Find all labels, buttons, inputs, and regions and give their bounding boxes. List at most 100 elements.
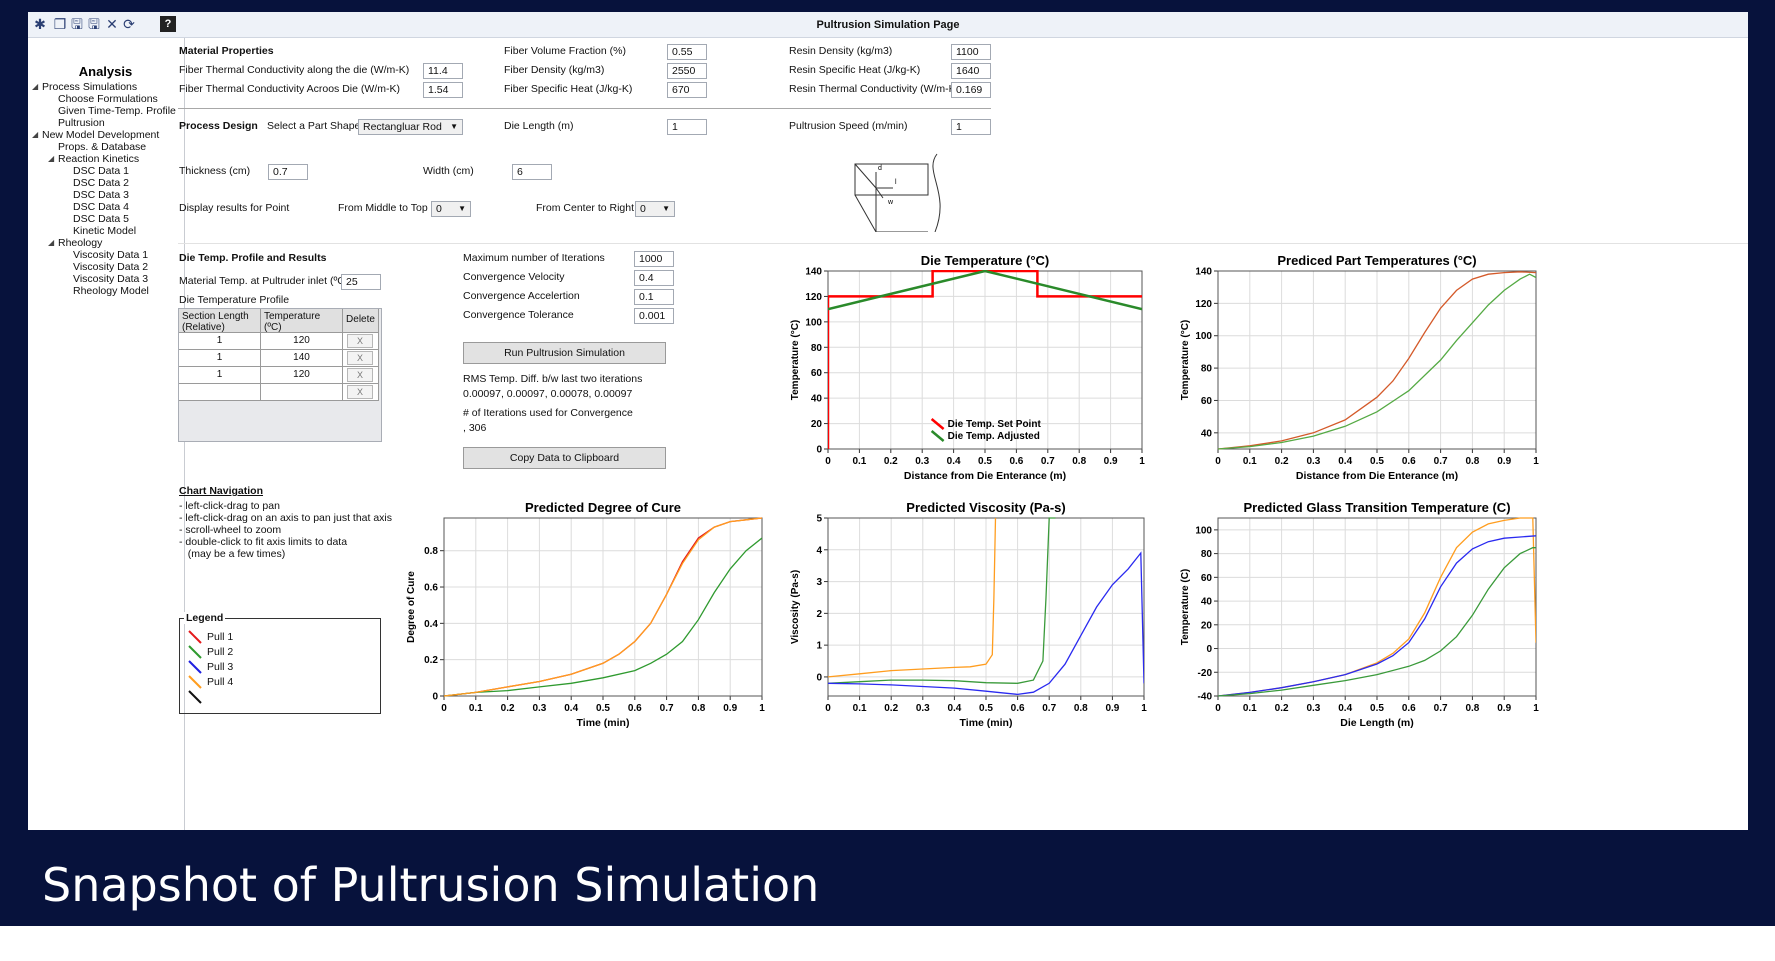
chevron-down-icon: ▼ — [662, 204, 670, 213]
refresh-icon[interactable]: ⟳ — [123, 16, 135, 32]
sidebar-item[interactable]: New Model Development — [42, 129, 160, 141]
table-cell[interactable] — [261, 384, 343, 401]
fiber-volume-input[interactable] — [667, 44, 707, 60]
sidebar-item[interactable]: DSC Data 1 — [73, 165, 130, 177]
x-tick-label: 0.7 — [1434, 456, 1448, 467]
x-tick-label: 1 — [1139, 456, 1145, 467]
save-icon[interactable]: 🖫 — [71, 16, 83, 32]
x-tick-label: 0.3 — [915, 456, 929, 467]
sidebar-item[interactable]: Process Simulations — [42, 81, 138, 93]
iterations-label: # of Iterations used for Convergence — [463, 407, 633, 419]
fiber-cp-input[interactable] — [667, 82, 707, 98]
y-tick-label: 100 — [805, 317, 822, 328]
new-icon[interactable]: ✱ — [34, 16, 46, 32]
inlet-label: Material Temp. at Pultruder inlet (ºC) — [179, 275, 349, 287]
resin-k-input[interactable] — [951, 82, 991, 98]
sidebar-item[interactable]: Reaction Kinetics — [58, 153, 140, 165]
delete-row-button[interactable]: X — [347, 368, 373, 382]
sidebar-item[interactable]: Viscosity Data 3 — [73, 273, 149, 285]
sidebar-item[interactable]: Viscosity Data 1 — [73, 249, 149, 261]
sidebar-item[interactable]: Pultrusion — [58, 117, 105, 129]
help-icon[interactable]: ? — [160, 16, 176, 32]
legend-swatch-icon — [930, 430, 945, 442]
conv-velocity-input[interactable] — [634, 270, 674, 286]
sidebar-item[interactable]: DSC Data 2 — [73, 177, 130, 189]
x-tick-label: 0.8 — [1074, 703, 1088, 714]
y-tick-label: -20 — [1198, 668, 1213, 679]
x-tick-label: 0.2 — [884, 703, 898, 714]
sidebar-item[interactable]: Kinetic Model — [73, 225, 137, 237]
resin-density-input[interactable] — [951, 44, 991, 60]
x-tick-label: 0.9 — [1497, 456, 1511, 467]
x-tick-label: 0.4 — [564, 703, 578, 714]
x-tick-label: 1 — [1141, 703, 1147, 714]
legend-label: Pull 3 — [207, 661, 234, 673]
table-cell[interactable]: 1 — [179, 367, 261, 384]
x-tick-label: 0.9 — [1104, 456, 1118, 467]
delete-row-button[interactable]: X — [347, 385, 373, 399]
part-temp-chart[interactable]: Prediced Part Temperatures (°C) 0 0.1 0.2 0.… — [1176, 253, 1546, 483]
tg-chart[interactable]: Predicted Glass Transition Temperature (… — [1176, 500, 1546, 730]
fiber-k-along-input[interactable] — [423, 63, 463, 79]
max-iter-input[interactable] — [634, 251, 674, 267]
expand-arrow-icon[interactable]: ◢ — [32, 130, 39, 139]
nav-line: (may be a few times) — [179, 548, 286, 560]
sidebar-item[interactable]: Given Time-Temp. Profile — [58, 105, 176, 117]
table-cell[interactable]: 120 — [261, 367, 343, 384]
save-as-icon[interactable]: 🖫 — [88, 16, 100, 32]
profile-label: Die Temperature Profile — [179, 294, 290, 306]
series-line — [1218, 547, 1536, 697]
run-simulation-button[interactable]: Run Pultrusion Simulation — [463, 342, 666, 364]
x-tick-label: 0.9 — [723, 703, 737, 714]
sidebar-item[interactable]: DSC Data 5 — [73, 213, 130, 225]
x-tick-label: 0.8 — [1465, 456, 1479, 467]
sidebar-item[interactable]: Choose Formulations — [58, 93, 158, 105]
die-length-input[interactable] — [667, 119, 707, 135]
sidebar-item[interactable]: DSC Data 4 — [73, 201, 130, 213]
sidebar-item[interactable]: Viscosity Data 2 — [73, 261, 149, 273]
table-cell[interactable]: 1 — [179, 333, 261, 350]
resin-cp-input[interactable] — [951, 63, 991, 79]
sidebar-item[interactable]: DSC Data 3 — [73, 189, 130, 201]
sidebar-item[interactable]: Rheology — [58, 237, 103, 249]
expand-arrow-icon[interactable]: ◢ — [32, 82, 39, 91]
y-axis-label: Viscosity (Pa-s) — [790, 570, 801, 644]
speed-input[interactable] — [951, 119, 991, 135]
sidebar-item[interactable]: Rheology Model — [73, 285, 149, 297]
die-temp-chart[interactable]: Die Temperature (°C) 0 0.1 0.2 0.3 0.4 0.5 0.6 0… — [788, 253, 1158, 483]
fiber-density-label: Fiber Density (kg/m3) — [504, 64, 605, 76]
fiber-k-across-label: Fiber Thermal Conductivity Acroos Die (W… — [179, 83, 400, 95]
x-tick-label: 0.3 — [532, 703, 546, 714]
cure-chart[interactable]: Predicted Degree of Cure 0 0.1 0.2 0.3 0.4 0.5… — [404, 500, 774, 730]
y-tick-label: 120 — [805, 292, 822, 303]
delete-row-button[interactable]: X — [347, 351, 373, 365]
thickness-input[interactable] — [268, 164, 308, 180]
viscosity-chart[interactable]: Predicted Viscosity (Pa-s) 0 0.1 0.2 0.3 0.4 0… — [788, 500, 1158, 730]
conv-accel-input[interactable] — [634, 289, 674, 305]
col-header-section: Section Length (Relative) — [179, 309, 261, 333]
fiber-k-across-input[interactable] — [423, 82, 463, 98]
conv-tol-input[interactable] — [634, 308, 674, 324]
table-cell[interactable]: 140 — [261, 350, 343, 367]
mid-top-select[interactable]: 0 ▼ — [431, 201, 471, 217]
plot-frame — [443, 517, 763, 697]
x-tick-label: 0.5 — [1370, 703, 1384, 714]
part-shape-select[interactable]: Rectangluar Rod ▼ — [358, 119, 463, 135]
app-window: ✱ ❐ 🖫 🖫 ✕ ⟳ ? Pultrusion Simulation Page… — [28, 12, 1748, 830]
expand-arrow-icon[interactable]: ◢ — [48, 154, 55, 163]
table-cell[interactable]: 1 — [179, 350, 261, 367]
center-right-select[interactable]: 0 ▼ — [635, 201, 675, 217]
delete-row-button[interactable]: X — [347, 334, 373, 348]
expand-arrow-icon[interactable]: ◢ — [48, 238, 55, 247]
copy-data-button[interactable]: Copy Data to Clipboard — [463, 447, 666, 469]
table-cell[interactable] — [179, 384, 261, 401]
sidebar-item[interactable]: Props. & Database — [58, 141, 147, 153]
inlet-input[interactable] — [341, 274, 381, 290]
open-icon[interactable]: ❐ — [53, 16, 67, 32]
table-cell[interactable]: 120 — [261, 333, 343, 350]
fiber-density-input[interactable] — [667, 63, 707, 79]
x-tick-label: 0.8 — [691, 703, 705, 714]
width-input[interactable] — [512, 164, 552, 180]
divider — [178, 243, 1748, 244]
close-icon[interactable]: ✕ — [106, 16, 118, 32]
